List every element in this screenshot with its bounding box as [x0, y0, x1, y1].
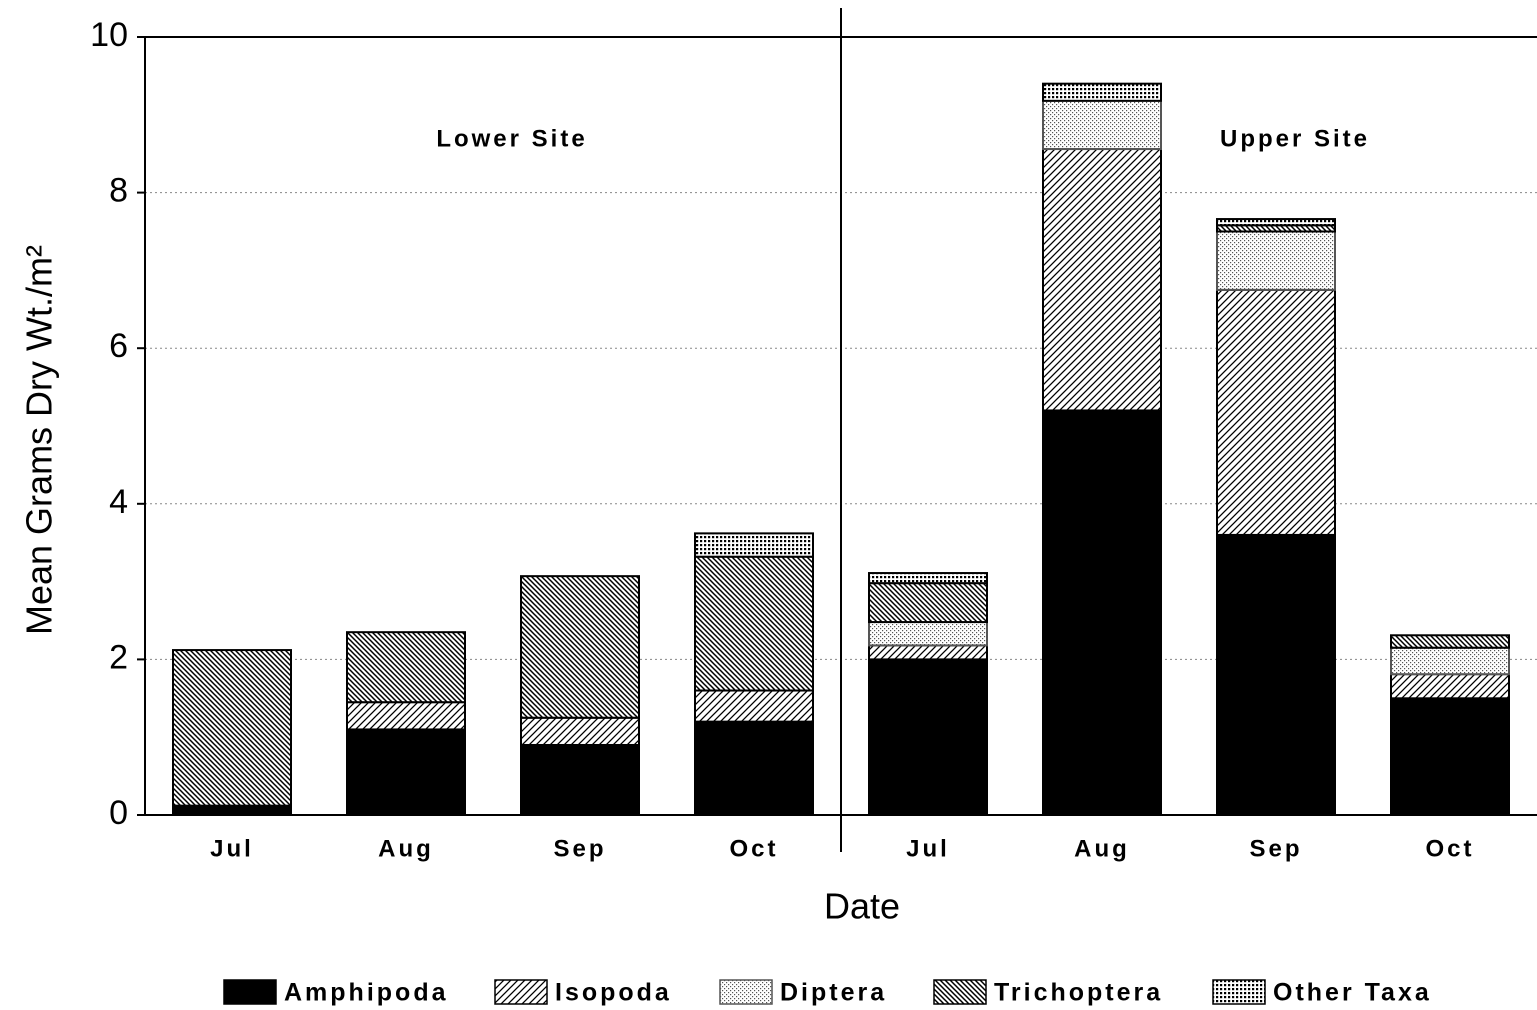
bar-segment	[1216, 533, 1336, 816]
bar-segment	[694, 532, 814, 558]
legend-swatch	[494, 979, 548, 1005]
legend-label: Other Taxa	[1273, 979, 1432, 1007]
bar-segment	[520, 716, 640, 746]
bar-segment	[520, 743, 640, 816]
bar-segment	[694, 555, 814, 692]
bar-segment	[520, 575, 640, 719]
bar-segment	[172, 804, 292, 817]
annotation: Lower Site	[436, 125, 587, 152]
legend-label: Amphipoda	[284, 979, 449, 1007]
bar-segment	[1390, 634, 1510, 649]
legend-label: Isopoda	[555, 979, 672, 1007]
y-tick-label: 6	[109, 327, 128, 365]
bar-segment	[346, 631, 466, 704]
legend-swatch	[933, 979, 987, 1005]
x-tick-label: Oct	[729, 835, 778, 862]
y-tick-label: 0	[109, 794, 128, 832]
x-tick-label: Oct	[1425, 835, 1474, 862]
x-tick-label: Aug	[1074, 835, 1130, 862]
bar-segment	[868, 582, 988, 624]
bar-segment	[346, 701, 466, 731]
legend-label: Diptera	[780, 979, 887, 1007]
legend-swatch	[1212, 979, 1266, 1005]
x-tick-label: Sep	[553, 835, 606, 862]
legend-swatch	[223, 979, 277, 1005]
bar-segment	[1042, 409, 1162, 816]
bar-segment	[1042, 148, 1162, 412]
bar-segment	[1042, 82, 1162, 102]
x-tick-label: Jul	[906, 835, 950, 862]
x-tick-label: Jul	[210, 835, 254, 862]
bar-segment	[868, 644, 988, 661]
bar-segment	[1216, 218, 1336, 227]
legend-swatch	[719, 979, 773, 1005]
legend-label: Trichoptera	[994, 979, 1163, 1007]
bar-segment	[1216, 230, 1336, 291]
y-tick-label: 10	[90, 16, 128, 54]
bar-segment	[1390, 646, 1510, 676]
x-tick-label: Sep	[1249, 835, 1302, 862]
bar-segment	[1216, 288, 1336, 536]
bar-segment	[868, 658, 988, 817]
bar-segment	[1042, 99, 1162, 151]
annotation: Upper Site	[1220, 125, 1370, 152]
y-tick-label: 8	[109, 172, 128, 210]
bar-segment	[868, 572, 988, 585]
y-axis-label: Mean Grams Dry Wt./m²	[19, 245, 60, 635]
y-tick-label: 2	[109, 638, 128, 676]
bar-segment	[694, 720, 814, 817]
bar-segment	[868, 621, 988, 647]
y-tick-label: 4	[109, 483, 128, 521]
bar-segment	[1390, 697, 1510, 816]
bar-segment	[694, 689, 814, 723]
x-tick-label: Aug	[378, 835, 434, 862]
bar-segment	[1390, 673, 1510, 700]
bar-segment	[346, 728, 466, 816]
x-axis-label: Date	[824, 886, 900, 927]
bar-segment	[172, 649, 292, 807]
